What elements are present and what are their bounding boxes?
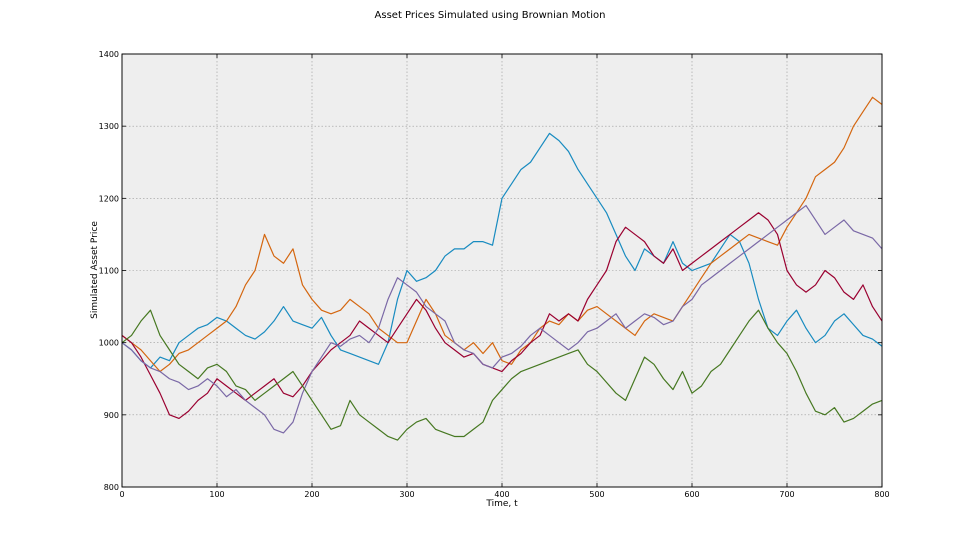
- x-tick-label: 200: [304, 490, 319, 499]
- y-tick-label: 1000: [99, 339, 119, 348]
- series-line-1: [121, 132, 883, 369]
- series-line-4: [121, 204, 883, 434]
- x-tick-label: 600: [684, 490, 699, 499]
- series-line-3: [121, 212, 883, 420]
- x-tick-label: 700: [779, 490, 794, 499]
- axis-ticks: 0 100 200 300 400 500 600 700 800 800 900 1000 1100 1…: [99, 50, 890, 499]
- series-line-5: [121, 309, 883, 441]
- x-axis-label: Time, t: [485, 499, 518, 509]
- y-tick-label: 1400: [99, 50, 119, 59]
- x-tick-label: 400: [494, 490, 509, 499]
- y-axis-label: Simulated Asset Price: [90, 221, 100, 319]
- grid-lines: [122, 54, 882, 487]
- y-tick-label: 900: [104, 411, 119, 420]
- x-tick-label: 100: [209, 490, 224, 499]
- x-tick-label: 500: [589, 490, 604, 499]
- chart-title: Asset Prices Simulated using Brownian Mo…: [375, 10, 606, 21]
- series-line-2: [121, 96, 883, 373]
- x-tick-label: 0: [119, 490, 124, 499]
- x-tick-label: 300: [399, 490, 414, 499]
- series-layer: [121, 96, 883, 441]
- y-tick-label: 1300: [99, 122, 119, 131]
- y-tick-label: 1100: [99, 267, 119, 276]
- x-tick-label: 800: [874, 490, 889, 499]
- y-tick-label: 1200: [99, 194, 119, 203]
- y-tick-label: 800: [104, 483, 119, 492]
